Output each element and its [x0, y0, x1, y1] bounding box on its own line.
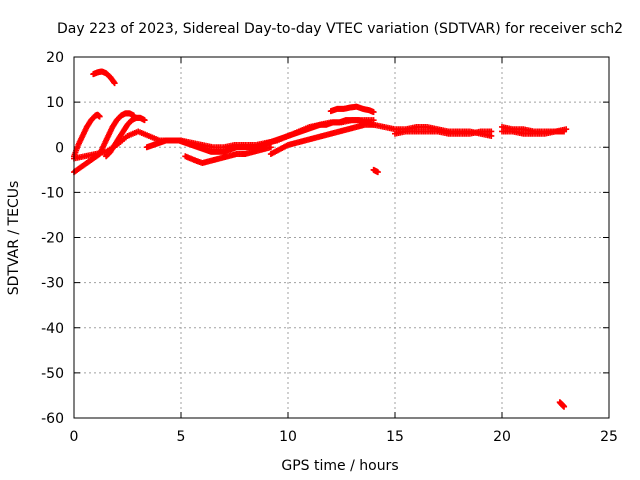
series-arc-15 [556, 399, 568, 410]
x-tick-labels: 0 5 10 15 20 25 [70, 429, 618, 445]
x-tick-label: 20 [493, 429, 511, 445]
y-tick-label: 20 [46, 50, 64, 66]
series-arc-8 [267, 121, 377, 158]
y-tick-label: -40 [41, 321, 64, 337]
data-point [488, 128, 495, 135]
y-tick-label: 0 [55, 140, 64, 156]
x-tick-label: 25 [600, 429, 618, 445]
series-arc-9 [327, 103, 377, 116]
series-arc-10 [370, 166, 381, 176]
x-tick-label: 10 [279, 429, 297, 445]
y-tick-label: -20 [41, 231, 64, 247]
data-point [370, 109, 377, 116]
data-point [111, 80, 118, 87]
y-tick-label: -50 [41, 366, 64, 382]
data-point [267, 144, 274, 151]
data-points [71, 68, 570, 410]
data-point [141, 117, 148, 124]
series-arc-2 [71, 111, 103, 160]
x-axis-label: GPS time / hours [281, 458, 398, 474]
series-arc-1 [90, 68, 118, 87]
y-axis-label: SDTVAR / TECUs [6, 181, 22, 296]
series-arc-7 [182, 144, 274, 167]
y-tick-label: 10 [46, 95, 64, 111]
data-point [96, 113, 103, 120]
chart-title: Day 223 of 2023, Sidereal Day-to-day VTE… [57, 21, 623, 37]
x-tick-label: 5 [177, 429, 186, 445]
series-arc-12 [392, 128, 495, 137]
y-tick-label: -30 [41, 276, 64, 292]
y-tick-label: -60 [41, 411, 64, 427]
y-tick-labels: -60 -50 -40 -30 -20 -10 0 10 20 [41, 50, 64, 427]
series-arc-14 [499, 128, 568, 137]
data-point [374, 169, 381, 176]
y-tick-label: -10 [41, 185, 64, 201]
x-tick-label: 15 [386, 429, 404, 445]
plot-frame [73, 56, 610, 419]
x-tick-label: 0 [70, 429, 79, 445]
data-point [561, 128, 568, 135]
grid [74, 57, 609, 418]
data-point [561, 403, 568, 410]
